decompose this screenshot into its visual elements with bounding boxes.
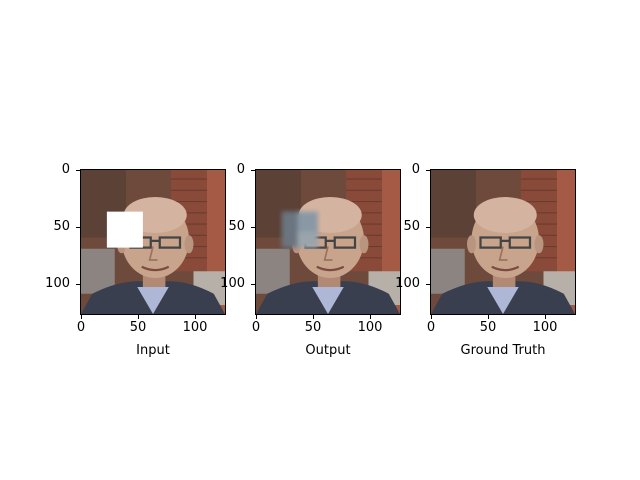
panel-caption: Ground Truth xyxy=(460,343,546,358)
x-tickmark xyxy=(488,315,489,319)
x-tickmark xyxy=(313,315,314,319)
y-tick-label: 0 xyxy=(411,162,420,177)
panel-caption: Input xyxy=(136,343,170,358)
x-tick-label: 0 xyxy=(426,320,436,335)
image-input xyxy=(80,169,226,315)
x-tick-label: 50 xyxy=(304,320,322,335)
x-tick-label: 100 xyxy=(182,320,208,335)
x-tickmark xyxy=(370,315,371,319)
y-tick-label: 50 xyxy=(228,219,245,234)
x-tick-label: 50 xyxy=(129,320,147,335)
y-tickmark xyxy=(426,284,430,285)
shirt xyxy=(312,287,344,314)
y-tickmark xyxy=(251,284,255,285)
glasses-right xyxy=(333,236,357,249)
x-tick-label: 0 xyxy=(251,320,261,335)
y-tickmark xyxy=(251,170,255,171)
y-tickmark xyxy=(76,227,80,228)
panel-caption: Output xyxy=(305,343,351,358)
y-tickmark xyxy=(76,170,80,171)
y-tick-label: 100 xyxy=(395,276,420,291)
y-tick-label: 50 xyxy=(53,219,70,234)
y-tick-label: 100 xyxy=(220,276,245,291)
image-ground-truth xyxy=(430,169,576,315)
y-tickmark xyxy=(251,227,255,228)
glasses-right xyxy=(158,236,182,249)
mask-region xyxy=(106,211,143,248)
x-tickmark xyxy=(195,315,196,319)
x-tickmark xyxy=(256,315,257,319)
inpainted-region xyxy=(281,211,318,248)
glasses-right xyxy=(508,236,532,249)
panel-ground-truth: 0 50 100 0 50 100 Ground Truth xyxy=(395,163,576,358)
glasses-left xyxy=(479,236,502,249)
y-tickmark xyxy=(426,227,430,228)
y-tick-label: 50 xyxy=(403,219,420,234)
y-tick-label: 0 xyxy=(236,162,245,177)
image-output xyxy=(255,169,401,315)
panel-input: 0 50 100 0 50 100 Input xyxy=(45,163,226,358)
x-tick-label: 100 xyxy=(532,320,558,335)
x-tick-label: 100 xyxy=(357,320,383,335)
x-tickmark xyxy=(431,315,432,319)
panel-output: 0 50 100 0 50 100 Output xyxy=(220,163,401,358)
y-tick-label: 0 xyxy=(61,162,70,177)
y-tickmark xyxy=(76,284,80,285)
x-tick-label: 0 xyxy=(76,320,86,335)
y-tickmark xyxy=(426,170,430,171)
x-tickmark xyxy=(138,315,139,319)
x-tickmark xyxy=(81,315,82,319)
shirt xyxy=(487,287,519,314)
x-tick-label: 50 xyxy=(479,320,497,335)
shirt xyxy=(137,287,169,314)
y-tick-label: 100 xyxy=(45,276,70,291)
x-tickmark xyxy=(545,315,546,319)
